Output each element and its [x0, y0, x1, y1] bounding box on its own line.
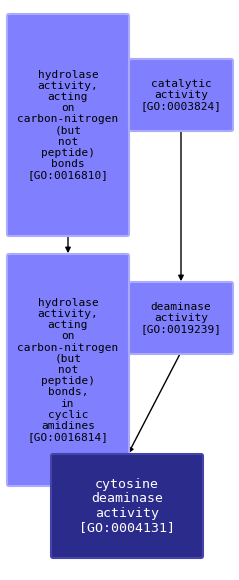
FancyBboxPatch shape	[129, 59, 233, 131]
Text: hydrolase
activity,
acting
on
carbon-nitrogen
(but
not
peptide)
bonds
[GO:001681: hydrolase activity, acting on carbon-nit…	[17, 70, 119, 180]
Text: cytosine
deaminase
activity
[GO:0004131]: cytosine deaminase activity [GO:0004131]	[79, 478, 175, 534]
FancyBboxPatch shape	[7, 14, 129, 236]
FancyBboxPatch shape	[7, 254, 129, 486]
Text: catalytic
activity
[GO:0003824]: catalytic activity [GO:0003824]	[141, 79, 222, 111]
FancyBboxPatch shape	[129, 282, 233, 354]
Text: hydrolase
activity,
acting
on
carbon-nitrogen
(but
not
peptide)
bonds,
in
cyclic: hydrolase activity, acting on carbon-nit…	[17, 298, 119, 442]
Text: deaminase
activity
[GO:0019239]: deaminase activity [GO:0019239]	[141, 302, 222, 334]
FancyBboxPatch shape	[51, 454, 203, 558]
